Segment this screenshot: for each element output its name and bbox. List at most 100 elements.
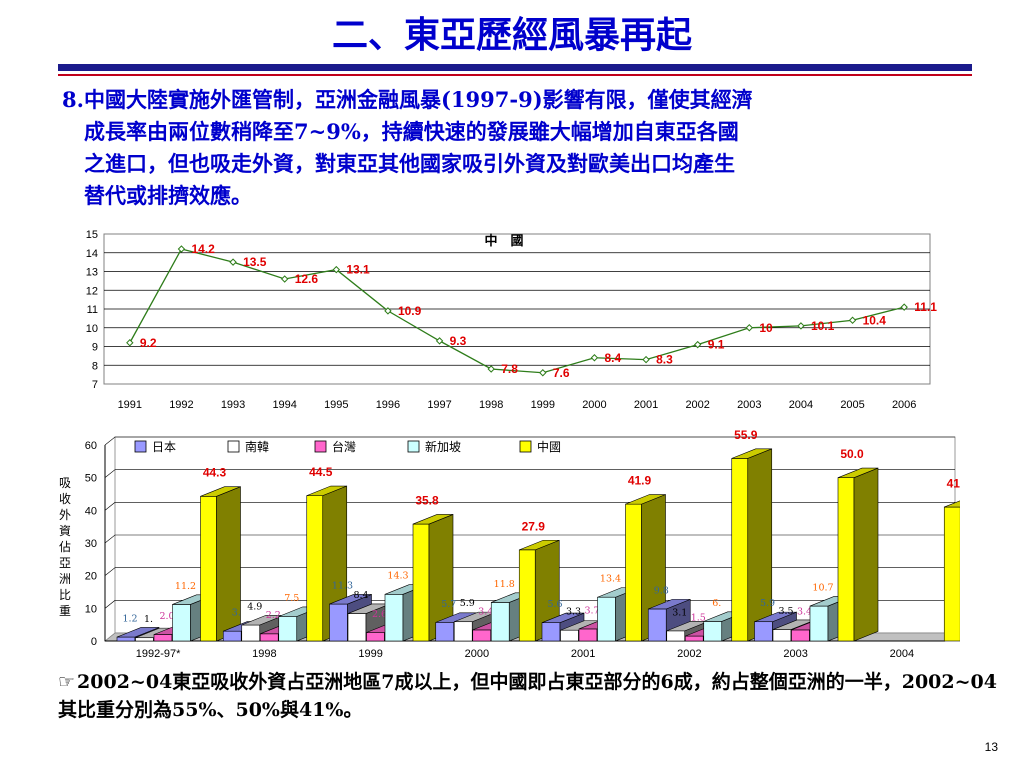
data-label: 13.4: [600, 574, 621, 585]
y-axis-label-char: 資: [59, 524, 71, 538]
chart-title: 中 國: [484, 233, 523, 249]
bar-top: [731, 448, 772, 459]
bar: [347, 613, 367, 642]
bar-top: [837, 467, 879, 478]
x-tick-label: 1999: [358, 648, 382, 660]
bar: [578, 628, 598, 642]
bar: [116, 636, 136, 642]
bar: [306, 495, 324, 642]
y-axis-label-char: 吸: [59, 476, 71, 490]
gridline: [104, 436, 955, 446]
data-label: 44.3: [203, 466, 227, 480]
bar-side: [747, 448, 773, 642]
bar: [666, 630, 686, 642]
y-axis-label: 吸收外資佔亞洲比重: [59, 476, 71, 618]
data-label: 3.: [232, 608, 241, 619]
bar: [453, 621, 473, 642]
bar: [943, 506, 960, 642]
data-label: 7.6: [553, 366, 570, 380]
legend-label: 日本: [152, 440, 176, 454]
x-tick-label: 2001: [634, 399, 658, 411]
x-tick-label: 1992-97*: [136, 648, 181, 660]
bar: [222, 630, 242, 642]
data-label: 3.1: [672, 607, 687, 618]
bar-top: [200, 486, 241, 497]
bar: [366, 632, 385, 642]
pointing-hand-icon: ☞: [58, 671, 76, 693]
y-tick-label: 10: [86, 323, 98, 335]
data-label: 11.1: [914, 300, 937, 314]
y-tick-label: 0: [91, 636, 97, 648]
x-tick-label: 2001: [571, 648, 595, 660]
title-divider: [58, 64, 972, 71]
data-label: 41.9: [628, 474, 652, 488]
bar: [135, 637, 154, 642]
data-point: [384, 307, 392, 315]
data-point: [642, 355, 650, 364]
bar-top: [648, 599, 691, 610]
bar: [625, 503, 642, 642]
bar: [809, 605, 829, 642]
y-tick-label: 40: [85, 505, 97, 517]
bar: [278, 616, 298, 642]
y-tick-label: 10: [85, 603, 97, 615]
slide-title: 二、東亞歷經風暴再起: [331, 14, 692, 56]
data-label: 7.5: [284, 593, 299, 604]
legend-swatch: [134, 440, 147, 453]
y-tick-label: 30: [85, 538, 97, 550]
data-label: 11.8: [494, 579, 515, 590]
bar: [490, 602, 510, 642]
data-point: [177, 245, 186, 253]
data-label: 1.2: [122, 613, 137, 624]
y-tick-label: 7: [92, 379, 98, 391]
data-label: 14.2: [191, 242, 215, 256]
y-tick-label: 9: [92, 342, 98, 354]
bar-top: [306, 485, 347, 496]
data-label: 9.8: [654, 585, 669, 596]
x-tick-label: 1994: [272, 399, 296, 411]
x-tick-label: 2002: [685, 399, 709, 411]
y-axis-label-char: 重: [59, 604, 71, 618]
legend-swatch: [227, 440, 240, 453]
legend-label: 南韓: [245, 439, 269, 454]
data-label: 13.5: [243, 255, 267, 269]
x-tick-label: 2004: [789, 399, 813, 411]
data-point: [435, 337, 444, 345]
y-tick-label: 60: [85, 440, 97, 452]
bar: [791, 629, 810, 642]
x-tick-label: 1991: [118, 399, 142, 411]
main-point: 8. 中國大陸實施外匯管制，亞洲金融風暴(1997-9)影響有限，僅使其經濟 成…: [62, 84, 972, 212]
y-tick-label: 13: [86, 267, 98, 279]
data-label: 5.6: [547, 599, 562, 610]
x-tick-label: 1996: [376, 399, 400, 411]
data-point: [590, 354, 599, 362]
data-point: [797, 322, 805, 330]
data-label: 55.9: [734, 428, 758, 442]
data-label: 10.7: [812, 582, 833, 593]
bar: [772, 629, 792, 642]
data-label: 10: [759, 321, 773, 335]
data-label: 35.8: [415, 493, 439, 507]
x-tick-label: 2003: [737, 399, 761, 411]
page-number: 13: [984, 740, 998, 754]
x-tick-label: 1998: [252, 648, 276, 660]
data-label: 1.5: [691, 613, 706, 624]
data-label: 44.5: [309, 465, 333, 479]
data-label: 10.4: [863, 313, 887, 327]
y-tick-label: 8: [92, 360, 98, 372]
data-label: 5.9: [760, 598, 775, 609]
data-label: 9.2: [140, 336, 157, 350]
china-growth-line-chart: 15 14 13 12 11 10 9 8 7 1991 1992 1993 1994 1995 1996 1…: [86, 229, 937, 411]
title-divider-accent: [58, 74, 972, 76]
data-point: [126, 339, 134, 347]
series-line: [129, 248, 905, 374]
data-point: [332, 265, 341, 274]
data-label: 1.: [144, 614, 153, 625]
gridline: [104, 534, 955, 544]
x-tick-label: 1999: [531, 399, 555, 411]
data-label: 11.3: [332, 580, 353, 591]
data-label: 8.4: [604, 351, 621, 365]
data-point: [693, 340, 702, 349]
bar: [731, 458, 749, 642]
x-tick-label: 2000: [465, 648, 489, 660]
